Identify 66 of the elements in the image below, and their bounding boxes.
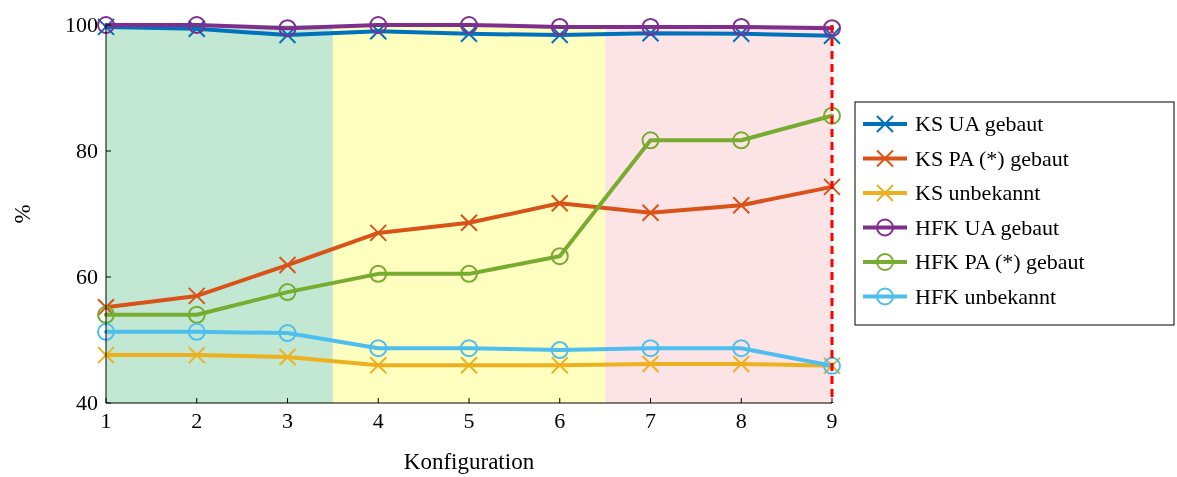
y-axis-title: % [10, 204, 35, 224]
x-tick-label: 7 [645, 408, 656, 433]
legend-label: KS unbekannt [915, 180, 1041, 205]
point [278, 324, 297, 343]
point [97, 322, 115, 341]
point [823, 177, 841, 196]
point [369, 16, 388, 34]
x-axis-title: Konfiguration [403, 449, 535, 474]
point [460, 339, 478, 358]
point [823, 19, 841, 38]
point [278, 283, 297, 302]
point [732, 196, 751, 215]
point [550, 341, 569, 360]
point [369, 223, 388, 242]
point [641, 203, 660, 222]
point [732, 131, 751, 150]
point [641, 131, 660, 150]
point [550, 17, 569, 36]
point [369, 339, 388, 358]
point [460, 264, 478, 283]
legend-label: HFK unbekannt [915, 283, 1057, 309]
point [823, 26, 841, 45]
point [460, 356, 478, 375]
point [369, 356, 388, 375]
y-tick-label: 60 [76, 264, 98, 289]
point [97, 298, 115, 317]
x-tick-label: 2 [191, 408, 203, 433]
point [641, 354, 660, 373]
point [97, 346, 115, 365]
y-tick-label: 80 [76, 138, 98, 163]
point [550, 194, 569, 213]
y-tick-label: 100 [65, 12, 98, 37]
point [732, 17, 751, 36]
point [278, 256, 297, 275]
point [732, 339, 751, 358]
x-tick-label: 5 [463, 408, 475, 433]
y-tick-label: 40 [76, 390, 98, 415]
point [823, 106, 841, 125]
x-tick-label: 6 [554, 408, 566, 433]
point [641, 339, 660, 358]
point [369, 264, 388, 283]
point [187, 19, 206, 38]
point [187, 346, 206, 365]
x-tick-label: 1 [100, 408, 112, 433]
x-tick-label: 8 [735, 408, 747, 433]
legend-label: KS UA gebaut [915, 111, 1044, 136]
point [460, 16, 478, 34]
legend-label: KS PA (*) gebaut [915, 145, 1069, 171]
x-tick-label: 4 [372, 408, 384, 433]
point [97, 305, 115, 324]
point [460, 213, 478, 232]
legend-label: HFK UA gebaut [915, 214, 1060, 240]
point [187, 16, 206, 34]
point [278, 19, 297, 38]
point [732, 354, 751, 373]
point [550, 26, 569, 45]
x-tick-label: 3 [282, 408, 293, 433]
point [550, 356, 569, 375]
point [550, 247, 569, 266]
legend-label: HFK PA (*) gebaut [915, 249, 1085, 274]
point [187, 305, 206, 324]
point [641, 17, 660, 36]
point [278, 348, 297, 367]
point [187, 322, 206, 341]
x-tick-label: 9 [826, 408, 838, 433]
point [187, 286, 206, 305]
